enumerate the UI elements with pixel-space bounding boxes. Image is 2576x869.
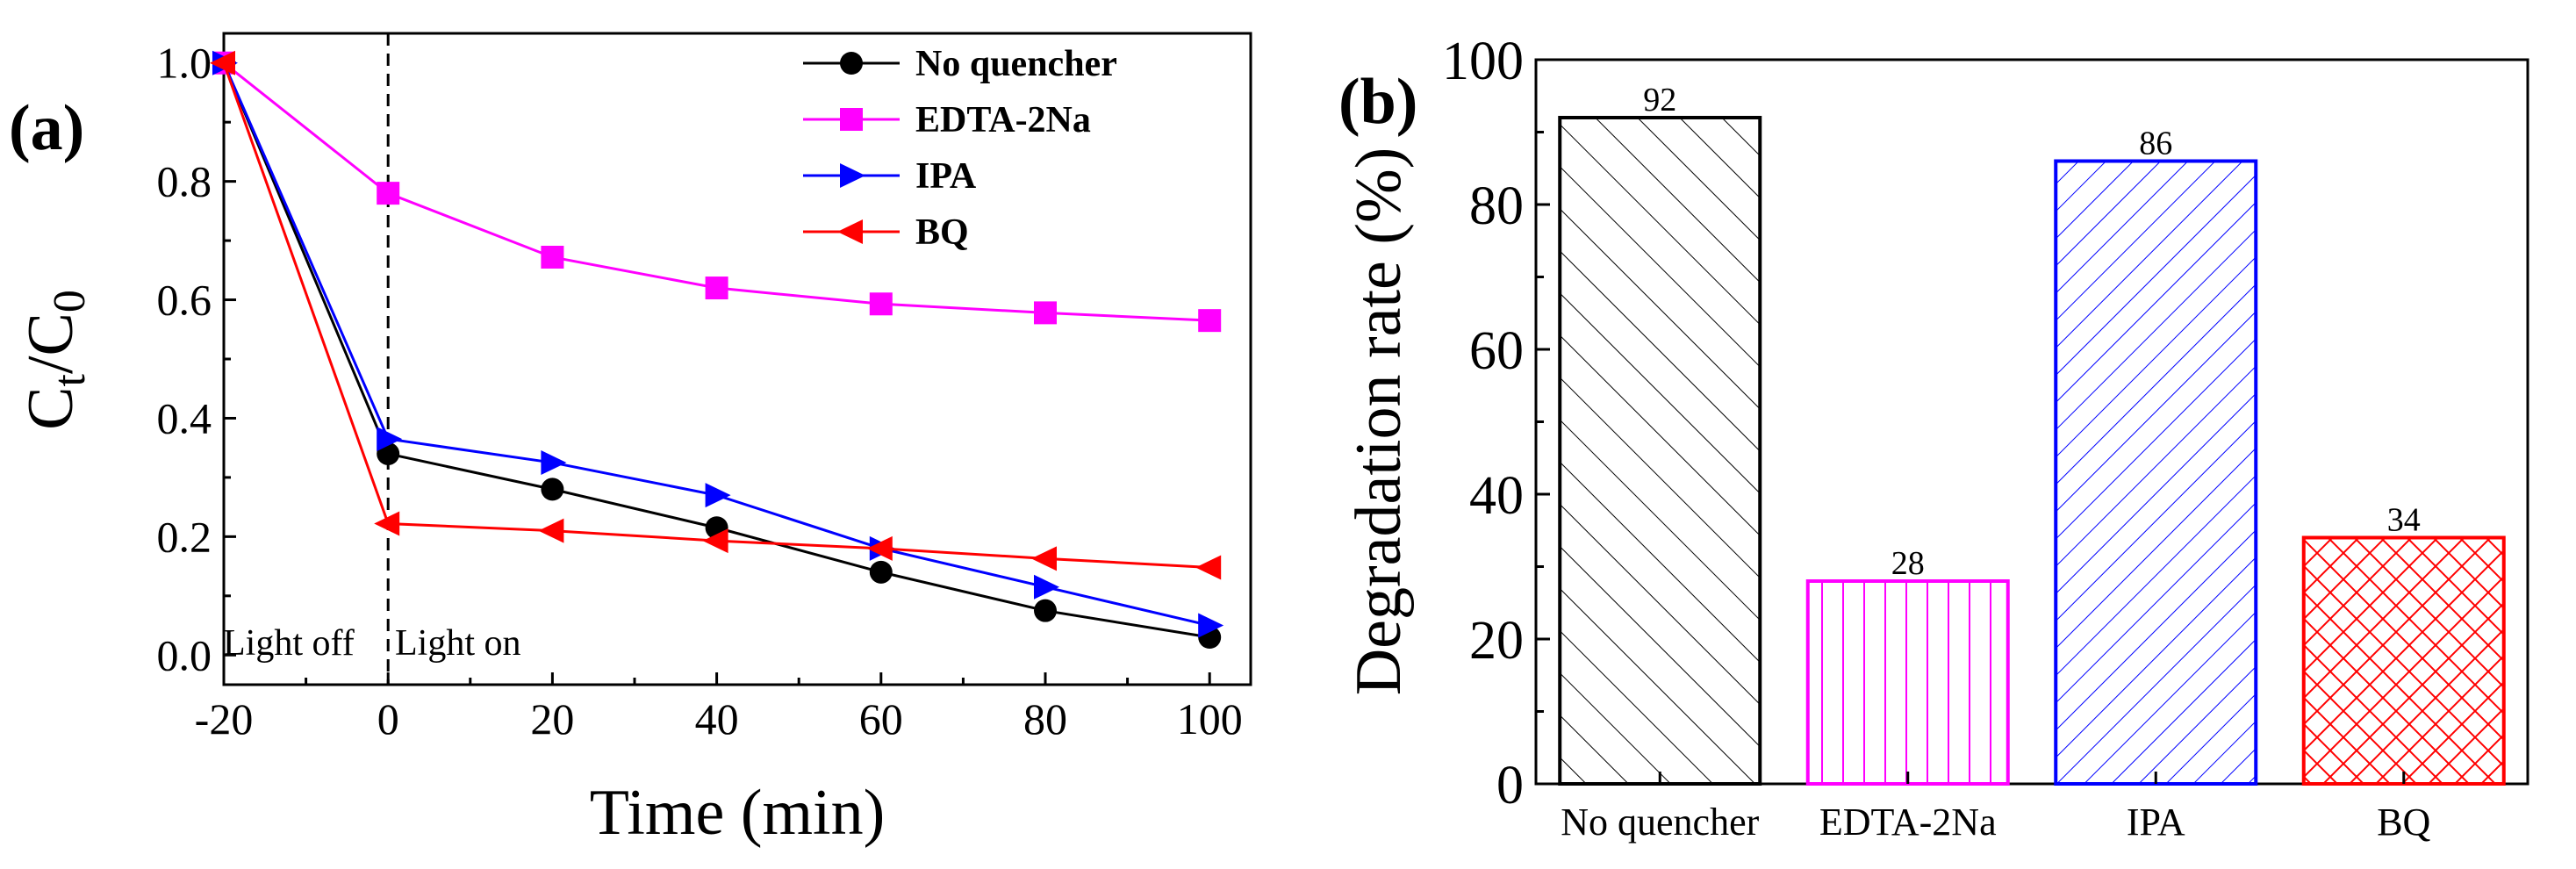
- y-axis-title-b: Degradation rate (%): [1343, 147, 1415, 696]
- x-tick-label: 0: [377, 694, 399, 743]
- bar-ipa: [2054, 159, 2258, 786]
- legend-marker-bq: [837, 219, 863, 244]
- data-point-no-quencher: [541, 478, 564, 501]
- x-tick-label: 40: [695, 694, 739, 743]
- y-tick-label-b: 60: [1469, 321, 1524, 381]
- series-line-no-quencher: [222, 62, 1210, 639]
- legend-label-ipa: IPA: [915, 156, 977, 197]
- bar-bq: [2301, 535, 2506, 786]
- bar-group-ipa: 86 IPA: [2054, 126, 2258, 844]
- y-tick-label: 0.6: [157, 276, 212, 325]
- bar-group-edta-2na: 28 EDTA-2Na: [1805, 545, 2010, 844]
- bar-group-no-quencher: 92 No quencher: [1558, 82, 1762, 844]
- y-axis-title-a: Ct/C0: [15, 290, 95, 430]
- legend-label-no-quencher: No quencher: [915, 44, 1117, 84]
- legend-marker-no-quencher: [840, 52, 863, 75]
- bar-group-bq: 34 BQ: [2301, 502, 2506, 844]
- data-point-edta-2na: [1034, 301, 1057, 325]
- data-point-ipa: [705, 483, 731, 508]
- panel-b-bar-chart: 0 20 40 60 80 100 92 No quencher 28 EDTA-2Na 86 IP…: [1338, 32, 2529, 844]
- x-tick-label: 100: [1177, 694, 1243, 743]
- x-tick-label: -20: [195, 694, 254, 743]
- series-ipa: [212, 50, 1224, 638]
- category-label-ipa: IPA: [2127, 801, 2185, 844]
- data-point-edta-2na: [377, 182, 400, 205]
- data-point-no-quencher: [1034, 599, 1057, 622]
- bar-value-label-ipa: 86: [2139, 126, 2172, 162]
- data-point-edta-2na: [1198, 309, 1222, 333]
- x-tick-label: 20: [530, 694, 574, 743]
- y-tick-label: 1.0: [157, 39, 212, 88]
- y-tick-label-b: 20: [1469, 611, 1524, 671]
- data-point-ipa: [1198, 613, 1224, 638]
- data-point-bq: [1031, 546, 1057, 571]
- bar-edta-2na: [1805, 579, 2010, 786]
- data-point-bq: [1195, 555, 1222, 580]
- x-tick-label: 80: [1023, 694, 1067, 743]
- legend-label-bq: BQ: [915, 212, 969, 253]
- bar-value-label-bq: 34: [2387, 502, 2421, 539]
- data-point-edta-2na: [869, 292, 893, 316]
- data-point-ipa: [377, 427, 403, 452]
- y-tick-label: 0.2: [157, 512, 212, 561]
- legend-marker-edta-2na: [840, 108, 863, 131]
- series-bq: [210, 50, 1222, 580]
- bar-no-quencher: [1558, 116, 1762, 786]
- category-label-no-quencher: No quencher: [1561, 801, 1759, 844]
- panel-a-label: (a): [9, 92, 84, 164]
- y-tick-label-b: 0: [1496, 756, 1524, 815]
- legend: No quencher EDTA-2Na IPA BQ: [803, 44, 1117, 253]
- y-tick-label-b: 100: [1442, 32, 1524, 91]
- bar-value-label-edta-2na: 28: [1891, 545, 1925, 582]
- category-label-bq: BQ: [2377, 801, 2430, 844]
- x-tick-label: 60: [859, 694, 903, 743]
- panel-a-frame: [222, 32, 1252, 686]
- data-point-ipa: [541, 450, 567, 476]
- data-point-ipa: [1034, 574, 1059, 600]
- data-point-edta-2na: [705, 276, 728, 300]
- y-tick-label: 0.4: [157, 393, 212, 442]
- data-point-bq: [538, 518, 564, 543]
- y-tick-label: 0.8: [157, 157, 212, 206]
- x-axis-title-a: Time (min): [590, 777, 885, 849]
- data-point-bq: [210, 50, 235, 75]
- y-tick-label: 0.0: [157, 630, 212, 679]
- bar-value-label-no-quencher: 92: [1643, 82, 1676, 118]
- legend-label-edta-2na: EDTA-2Na: [915, 100, 1091, 140]
- data-point-bq: [374, 511, 400, 536]
- panel-b-label: (b): [1338, 66, 1417, 138]
- annotation-light-off: Light off: [223, 623, 355, 664]
- data-point-bq: [866, 535, 893, 561]
- series-edta-2na: [212, 51, 1222, 333]
- y-tick-label-b: 80: [1469, 176, 1524, 236]
- data-point-bq: [702, 528, 728, 554]
- annotation-light-on: Light on: [395, 623, 521, 664]
- y-tick-label-b: 40: [1469, 466, 1524, 526]
- legend-marker-ipa: [840, 163, 865, 188]
- data-point-edta-2na: [541, 245, 564, 269]
- category-label-edta-2na: EDTA-2Na: [1819, 801, 1997, 844]
- panel-a-line-chart: -20 0 20 40 60 80 100 0.0 0.2 0.4 0.6 0.8 1.0 (a) Li…: [9, 32, 1252, 849]
- data-point-no-quencher: [869, 560, 893, 584]
